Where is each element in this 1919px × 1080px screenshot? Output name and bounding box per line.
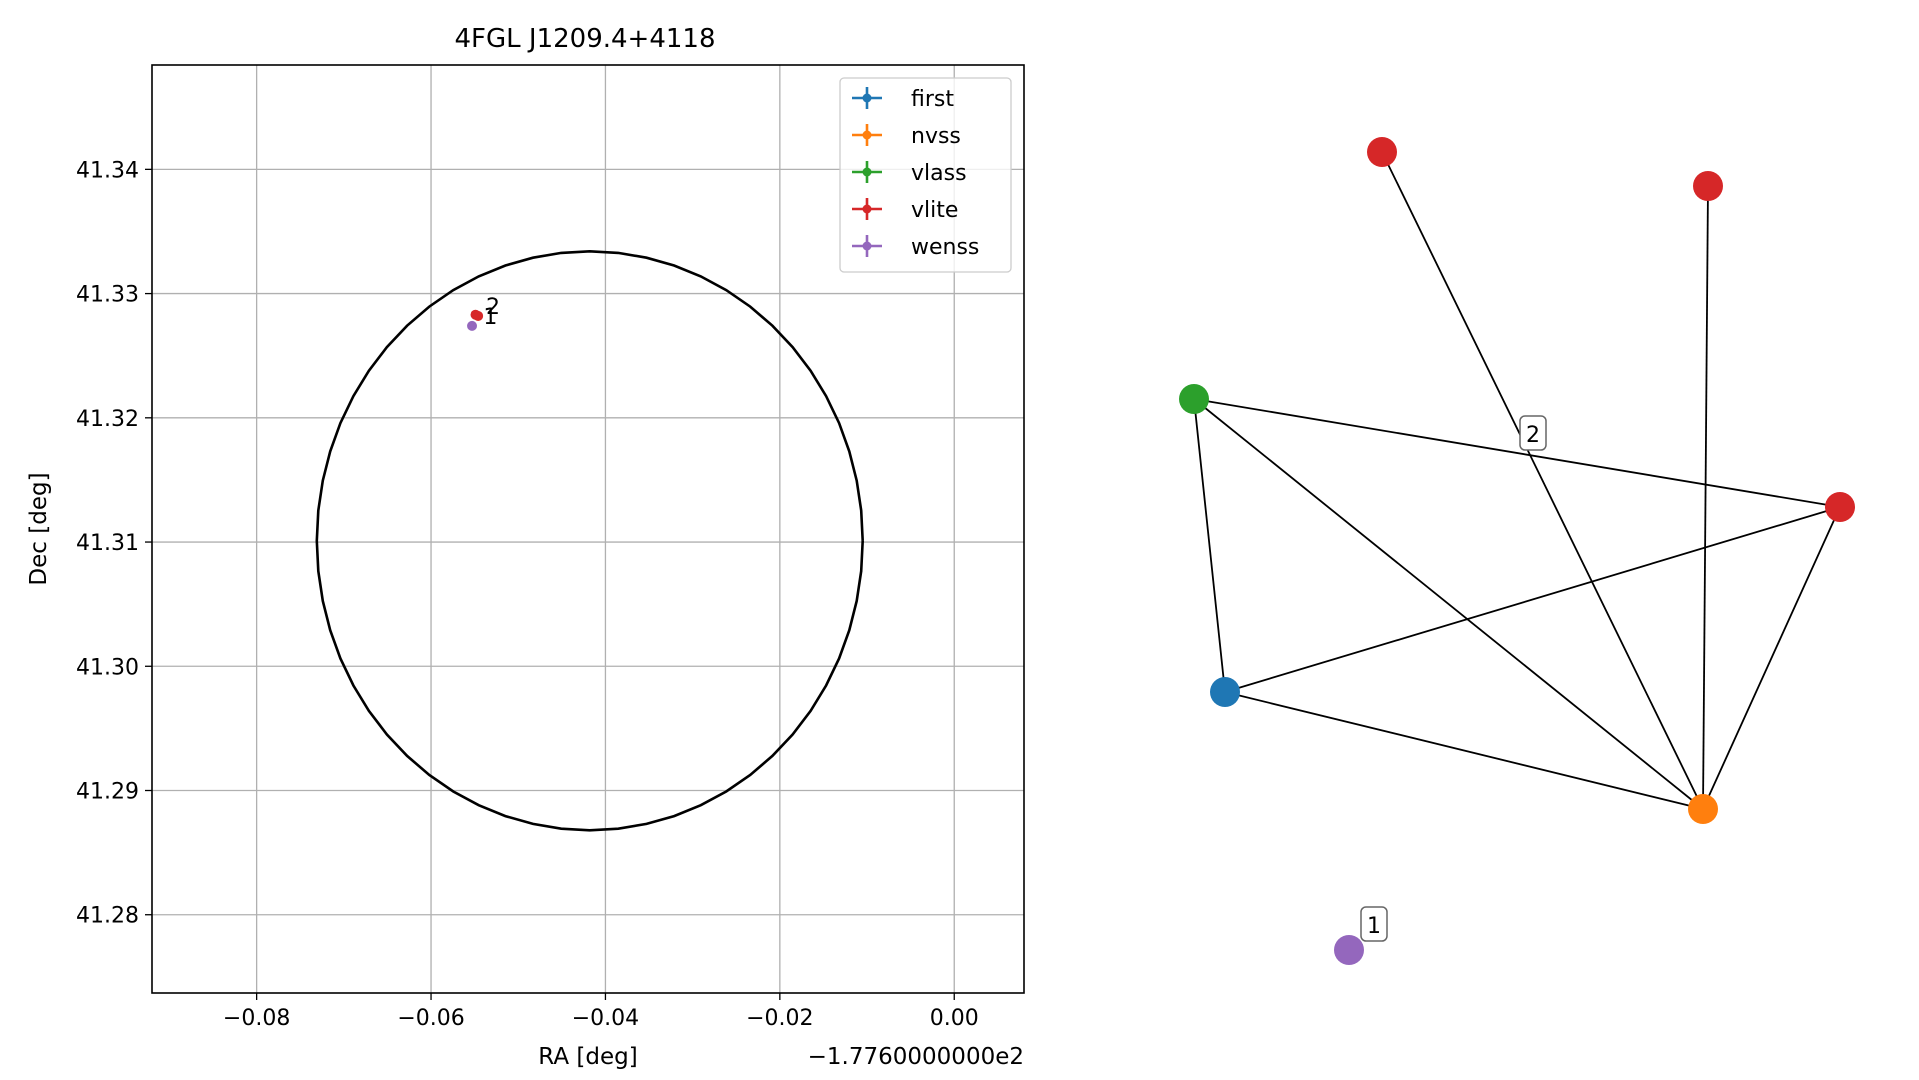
source-points	[467, 309, 484, 331]
graph-label-text: 2	[1526, 423, 1540, 448]
y-tick-label: 41.32	[76, 407, 139, 432]
legend-marker-dot	[862, 130, 872, 140]
legend-label: vlass	[911, 161, 967, 186]
y-ticks: 41.28 41.29 41.30 41.31 41.32 41.33 41.34	[76, 158, 152, 929]
legend: first nvss vlass vlite wenss	[839, 77, 1012, 273]
graph-node	[1693, 171, 1723, 201]
legend-marker-dot	[862, 241, 872, 251]
legend-label: nvss	[911, 124, 961, 149]
graph-edge	[1193, 398, 1226, 693]
x-tick-label: −0.02	[746, 1006, 813, 1031]
graph-node	[1688, 794, 1718, 824]
graph-edge	[1193, 398, 1704, 810]
point-annotation: 2	[486, 295, 500, 320]
association-graph: 21	[1179, 137, 1855, 965]
graph-label: 2	[1519, 415, 1547, 451]
graph-nodes	[1179, 137, 1855, 965]
legend-marker-dot	[862, 93, 872, 103]
y-tick-label: 41.31	[76, 531, 139, 556]
plot-title: 4FGL J1209.4+4118	[455, 24, 716, 54]
legend-marker-dot	[862, 167, 872, 177]
y-tick-label: 41.29	[76, 780, 139, 805]
graph-node	[1825, 492, 1855, 522]
legend-label: vlite	[911, 198, 958, 223]
axes-frame	[151, 64, 1025, 994]
x-tick-label: 0.00	[930, 1006, 979, 1031]
point-annotation: 1	[483, 305, 497, 330]
graph-node	[1334, 935, 1364, 965]
legend-entry-vlite: vlite	[852, 198, 958, 223]
x-tick-label: −0.06	[397, 1006, 464, 1031]
grid	[152, 65, 1024, 993]
legend-entry-nvss: nvss	[852, 124, 961, 149]
graph-edge	[1702, 506, 1841, 810]
x-tick-label: −0.04	[572, 1006, 639, 1031]
graph-node	[1179, 384, 1209, 414]
graph-label-box	[1519, 415, 1547, 451]
error-ellipse	[315, 249, 864, 832]
graph-edge	[1224, 506, 1841, 693]
x-axis-label: RA [deg]	[538, 1044, 637, 1070]
graph-node	[1367, 137, 1397, 167]
legend-frame	[839, 77, 1012, 273]
point-vlite	[473, 310, 484, 321]
graph-label-text: 1	[1367, 914, 1381, 939]
legend-label: wenss	[911, 235, 979, 260]
graph-edge	[1702, 185, 1709, 810]
x-tick-label: −0.08	[223, 1006, 290, 1031]
graph-edges	[1193, 151, 1841, 810]
graph-node	[1210, 677, 1240, 707]
point-annotations: 21	[483, 295, 500, 330]
error-ellipse-path	[315, 249, 864, 832]
graph-edge	[1381, 151, 1704, 810]
graph-label: 1	[1360, 906, 1388, 942]
x-ticks: −0.08 −0.06 −0.04 −0.02 0.00	[223, 993, 979, 1031]
y-tick-label: 41.30	[76, 655, 139, 680]
graph-edge	[1224, 691, 1704, 810]
legend-entry-vlass: vlass	[852, 161, 967, 186]
legend-marker-dot	[862, 204, 872, 214]
graph-edge	[1193, 398, 1841, 508]
legend-entry-first: first	[852, 87, 954, 112]
y-axis-label: Dec [deg]	[26, 472, 52, 585]
sky-plot: 4FGL J1209.4+4118 21 −0.08 −0.06 −0.04 −0.0…	[26, 24, 1025, 1070]
graph-label-box	[1360, 906, 1388, 942]
x-offset-label: −1.7760000000e2	[808, 1044, 1024, 1070]
y-tick-label: 41.33	[76, 283, 139, 308]
y-tick-label: 41.34	[76, 158, 139, 183]
legend-entry-wenss: wenss	[852, 235, 979, 260]
y-tick-label: 41.28	[76, 904, 139, 929]
point-wenss	[467, 320, 478, 331]
legend-label: first	[911, 87, 954, 112]
graph-labels: 21	[1360, 415, 1547, 942]
